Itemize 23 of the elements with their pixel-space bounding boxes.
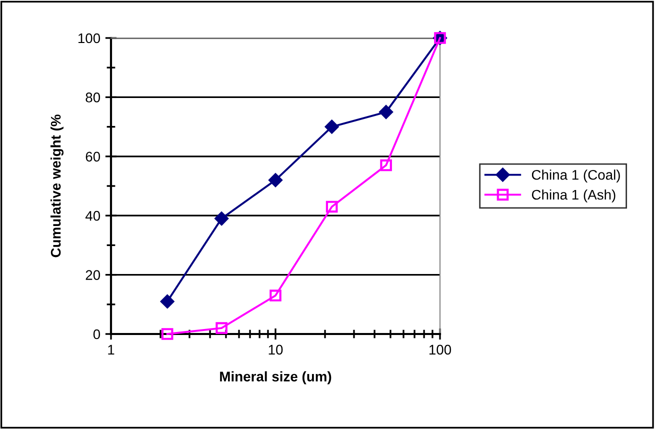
point: [326, 200, 338, 213]
point: [270, 290, 282, 302]
point: [214, 212, 228, 226]
legend-label: China 1 (Ash): [532, 189, 616, 202]
y-tick-label: 100: [78, 33, 100, 44]
point: [268, 173, 282, 188]
y-tick-label: 80: [86, 92, 100, 102]
legend-label: China 1 (Coal): [532, 170, 620, 183]
y-tick-label: 20: [86, 270, 100, 280]
point: [161, 328, 174, 340]
point: [324, 120, 339, 134]
x-tick-label: 10: [268, 344, 283, 355]
point: [160, 294, 174, 308]
point: [380, 159, 392, 172]
point: [379, 105, 393, 119]
x-tick-label: 100: [429, 344, 452, 355]
x-tick-label: 1: [108, 344, 114, 354]
point: [216, 322, 228, 334]
x-axis-title: Mineral size (um): [220, 371, 332, 384]
y-tick-label: 60: [86, 152, 100, 162]
y-tick-label: 0: [93, 329, 100, 340]
y-tick-label: 40: [85, 210, 100, 221]
y-axis-title: Cumulative weight (%: [50, 114, 64, 258]
